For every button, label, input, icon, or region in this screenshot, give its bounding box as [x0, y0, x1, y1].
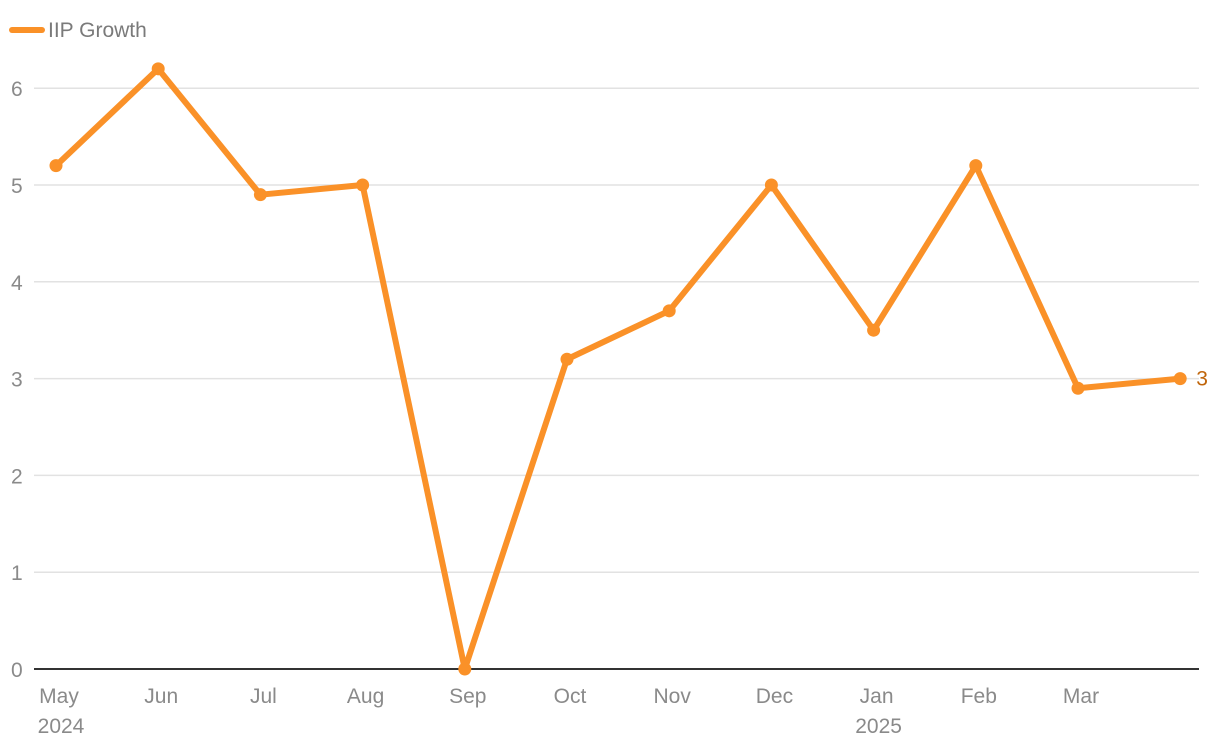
data-point [458, 662, 472, 676]
data-point [764, 178, 778, 192]
data-point [356, 178, 370, 192]
data-point [1071, 381, 1085, 395]
x-tick-label: Nov [654, 685, 692, 708]
y-tick-label: 6 [11, 78, 23, 101]
data-point [560, 352, 574, 366]
legend: IIP Growth [9, 19, 147, 42]
data-point [1173, 372, 1187, 386]
x-tick-label: Feb [961, 685, 997, 708]
data-point [253, 188, 267, 202]
data-point [151, 62, 165, 76]
series-line-iip-growth [53, 65, 1184, 672]
y-tick-label: 3 [11, 369, 23, 392]
x-tick-label: Jun [144, 685, 178, 708]
x-tick-label: Jan [860, 685, 894, 708]
data-point [969, 159, 983, 173]
data-point [662, 304, 676, 318]
axis-layer: 0 1 2 3 4 5 6 May 2024 Jun Jul Aug Sep Oct Nov Dec Jan 20… [11, 78, 1199, 738]
x-tick-year-label: 2025 [855, 715, 902, 738]
x-tick-label: May [39, 685, 79, 708]
legend-label: IIP Growth [48, 19, 147, 42]
x-tick-year-label: 2024 [38, 715, 85, 738]
grid-layer [34, 87, 1199, 573]
x-tick-label: Jul [250, 685, 277, 708]
y-tick-label: 0 [11, 659, 23, 682]
x-tick-label: Sep [449, 685, 486, 708]
x-tick-label: Aug [347, 685, 384, 708]
y-tick-label: 5 [11, 175, 23, 198]
y-tick-label: 2 [11, 465, 23, 488]
end-value-label: 3 [1196, 368, 1208, 391]
y-tick-label: 1 [11, 562, 23, 585]
y-tick-label: 4 [11, 272, 23, 295]
data-point [867, 323, 881, 337]
x-tick-label: Dec [756, 685, 793, 708]
data-point [49, 159, 63, 173]
x-tick-label: Oct [554, 685, 587, 708]
series-layer: 3 [49, 62, 1208, 676]
x-tick-label: Mar [1063, 685, 1099, 708]
